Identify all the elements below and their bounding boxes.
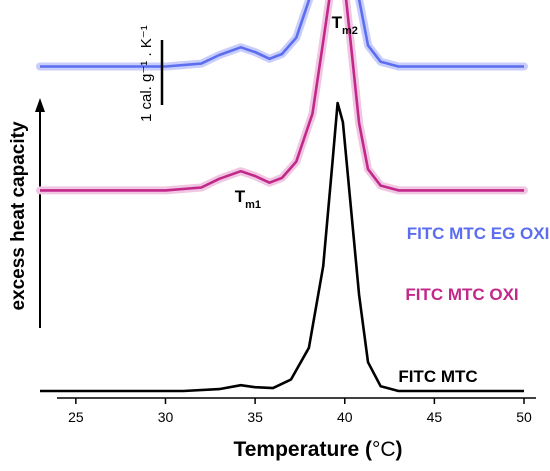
y-axis-title: excess heat capacity xyxy=(8,121,29,311)
series-line-fitc-mtc xyxy=(40,101,524,393)
x-tick-label-50: 50 xyxy=(516,409,532,425)
series-line-fitc-mtc-eg-oxi xyxy=(40,0,524,68)
series-label-fitc-mtc: FITC MTC xyxy=(398,367,477,386)
peak-labels: Tm1 Tm2 xyxy=(235,13,358,211)
series-label-fitc-mtc-eg-oxi: FITC MTC EG OXI xyxy=(407,224,550,243)
y-axis-arrowhead xyxy=(35,98,45,112)
x-axis-title-unit: °C xyxy=(372,438,396,461)
x-tick-label-30: 30 xyxy=(158,409,174,425)
x-tick-label-40: 40 xyxy=(337,409,353,425)
peak-label-m2: Tm2 xyxy=(332,13,358,37)
x-axis-title-text: Temperature ( xyxy=(233,438,371,461)
x-tick-label-25: 25 xyxy=(68,409,84,425)
x-tick-label-35: 35 xyxy=(247,409,263,425)
series-halo-fitc-mtc-oxi xyxy=(36,0,528,195)
x-axis-ticks: 25 30 35 40 45 50 xyxy=(68,398,532,425)
series-labels: FITC MTC EG OXI FITC MTC OXI FITC MTC xyxy=(398,224,549,386)
scale-bar-label: 1 cal. g⁻¹ . K⁻¹ xyxy=(138,25,155,122)
series-halo-fitc-mtc-eg-oxi xyxy=(36,0,528,71)
x-tick-label-45: 45 xyxy=(427,409,443,425)
x-axis-title-close: ) xyxy=(396,438,403,461)
series-line-fitc-mtc-oxi xyxy=(40,0,524,192)
x-axis-title: Temperature (°C) xyxy=(233,438,402,461)
series-curves xyxy=(36,0,528,393)
peak-label-m1: Tm1 xyxy=(235,187,261,211)
series-label-fitc-mtc-oxi: FITC MTC OXI xyxy=(405,285,518,304)
